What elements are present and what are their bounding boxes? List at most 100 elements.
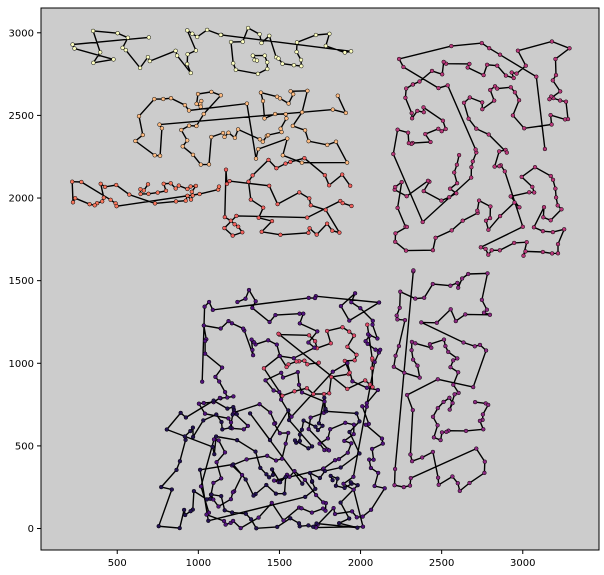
data-point — [419, 320, 424, 325]
data-point — [370, 356, 375, 361]
data-point — [221, 518, 227, 524]
data-point — [214, 460, 219, 465]
data-point — [441, 337, 447, 342]
data-point — [455, 481, 460, 486]
data-point — [497, 213, 503, 219]
data-point — [415, 108, 420, 114]
data-point — [306, 139, 311, 144]
data-point — [301, 311, 306, 316]
x-axis: 500 1000 1500 2000 2500 3000 — [108, 550, 535, 569]
data-point — [469, 175, 474, 180]
data-point — [549, 39, 555, 44]
data-point — [258, 465, 263, 471]
data-point — [316, 360, 321, 365]
data-point — [260, 98, 266, 104]
data-point — [407, 483, 413, 488]
data-point — [471, 384, 476, 390]
data-point — [241, 326, 246, 331]
data-point — [495, 86, 500, 91]
data-point — [408, 452, 413, 457]
data-point — [250, 347, 255, 353]
data-point — [323, 207, 328, 213]
data-point — [138, 187, 143, 192]
data-point — [294, 359, 299, 364]
data-point — [395, 205, 400, 211]
data-point — [443, 126, 448, 132]
data-point — [182, 102, 188, 108]
data-point — [244, 457, 249, 462]
data-point — [197, 191, 202, 197]
data-point — [559, 207, 564, 212]
data-point — [422, 295, 427, 300]
data-point — [290, 123, 295, 129]
data-point — [249, 337, 254, 342]
data-point — [114, 204, 119, 209]
data-point — [298, 57, 304, 63]
data-point — [409, 348, 414, 353]
data-point — [440, 118, 446, 123]
data-point — [364, 385, 370, 390]
data-point — [254, 526, 259, 531]
data-point — [351, 474, 356, 479]
data-point — [504, 150, 509, 155]
data-point — [455, 280, 460, 286]
data-point — [427, 342, 433, 347]
data-point — [553, 186, 558, 191]
data-point — [360, 524, 366, 529]
data-point — [306, 230, 311, 235]
data-point — [486, 227, 491, 232]
data-point — [333, 139, 339, 144]
data-point — [367, 457, 372, 462]
data-point — [159, 126, 165, 131]
data-point — [261, 366, 267, 371]
data-point — [307, 226, 312, 231]
data-point — [430, 248, 436, 253]
data-point — [271, 478, 277, 483]
data-point — [524, 240, 529, 245]
data-point — [382, 486, 387, 491]
data-point — [195, 34, 200, 40]
data-point — [372, 359, 377, 365]
data-point — [341, 481, 346, 486]
data-point — [312, 339, 318, 344]
data-point — [232, 222, 237, 227]
y-tick-label: 2500 — [9, 111, 34, 122]
data-point — [404, 392, 410, 398]
data-point — [511, 75, 516, 81]
data-point — [324, 328, 330, 334]
data-point — [182, 434, 187, 439]
data-point — [222, 508, 227, 513]
data-point — [194, 123, 199, 129]
data-point — [308, 415, 313, 420]
data-point — [443, 343, 448, 349]
data-point — [202, 304, 207, 309]
data-point — [452, 392, 457, 397]
data-point — [497, 149, 502, 154]
data-point — [267, 33, 272, 38]
data-point — [70, 42, 75, 47]
data-point — [411, 268, 416, 273]
data-point — [98, 50, 103, 55]
data-point — [70, 200, 76, 205]
data-point — [330, 369, 335, 374]
data-point — [147, 58, 152, 64]
data-point — [202, 351, 208, 356]
data-point — [100, 199, 105, 204]
data-point — [217, 395, 223, 401]
data-point — [288, 89, 293, 94]
data-point — [183, 437, 188, 443]
data-point — [347, 516, 352, 521]
data-point — [219, 493, 224, 499]
data-point — [466, 116, 471, 121]
data-point — [420, 219, 425, 225]
data-point — [340, 172, 345, 177]
data-point — [495, 63, 500, 68]
data-point — [227, 178, 232, 184]
data-point — [342, 485, 347, 491]
data-point — [312, 295, 318, 301]
data-point — [226, 318, 231, 324]
data-point — [555, 203, 560, 208]
data-point — [332, 458, 338, 463]
data-point — [250, 173, 255, 178]
data-point — [469, 165, 474, 170]
